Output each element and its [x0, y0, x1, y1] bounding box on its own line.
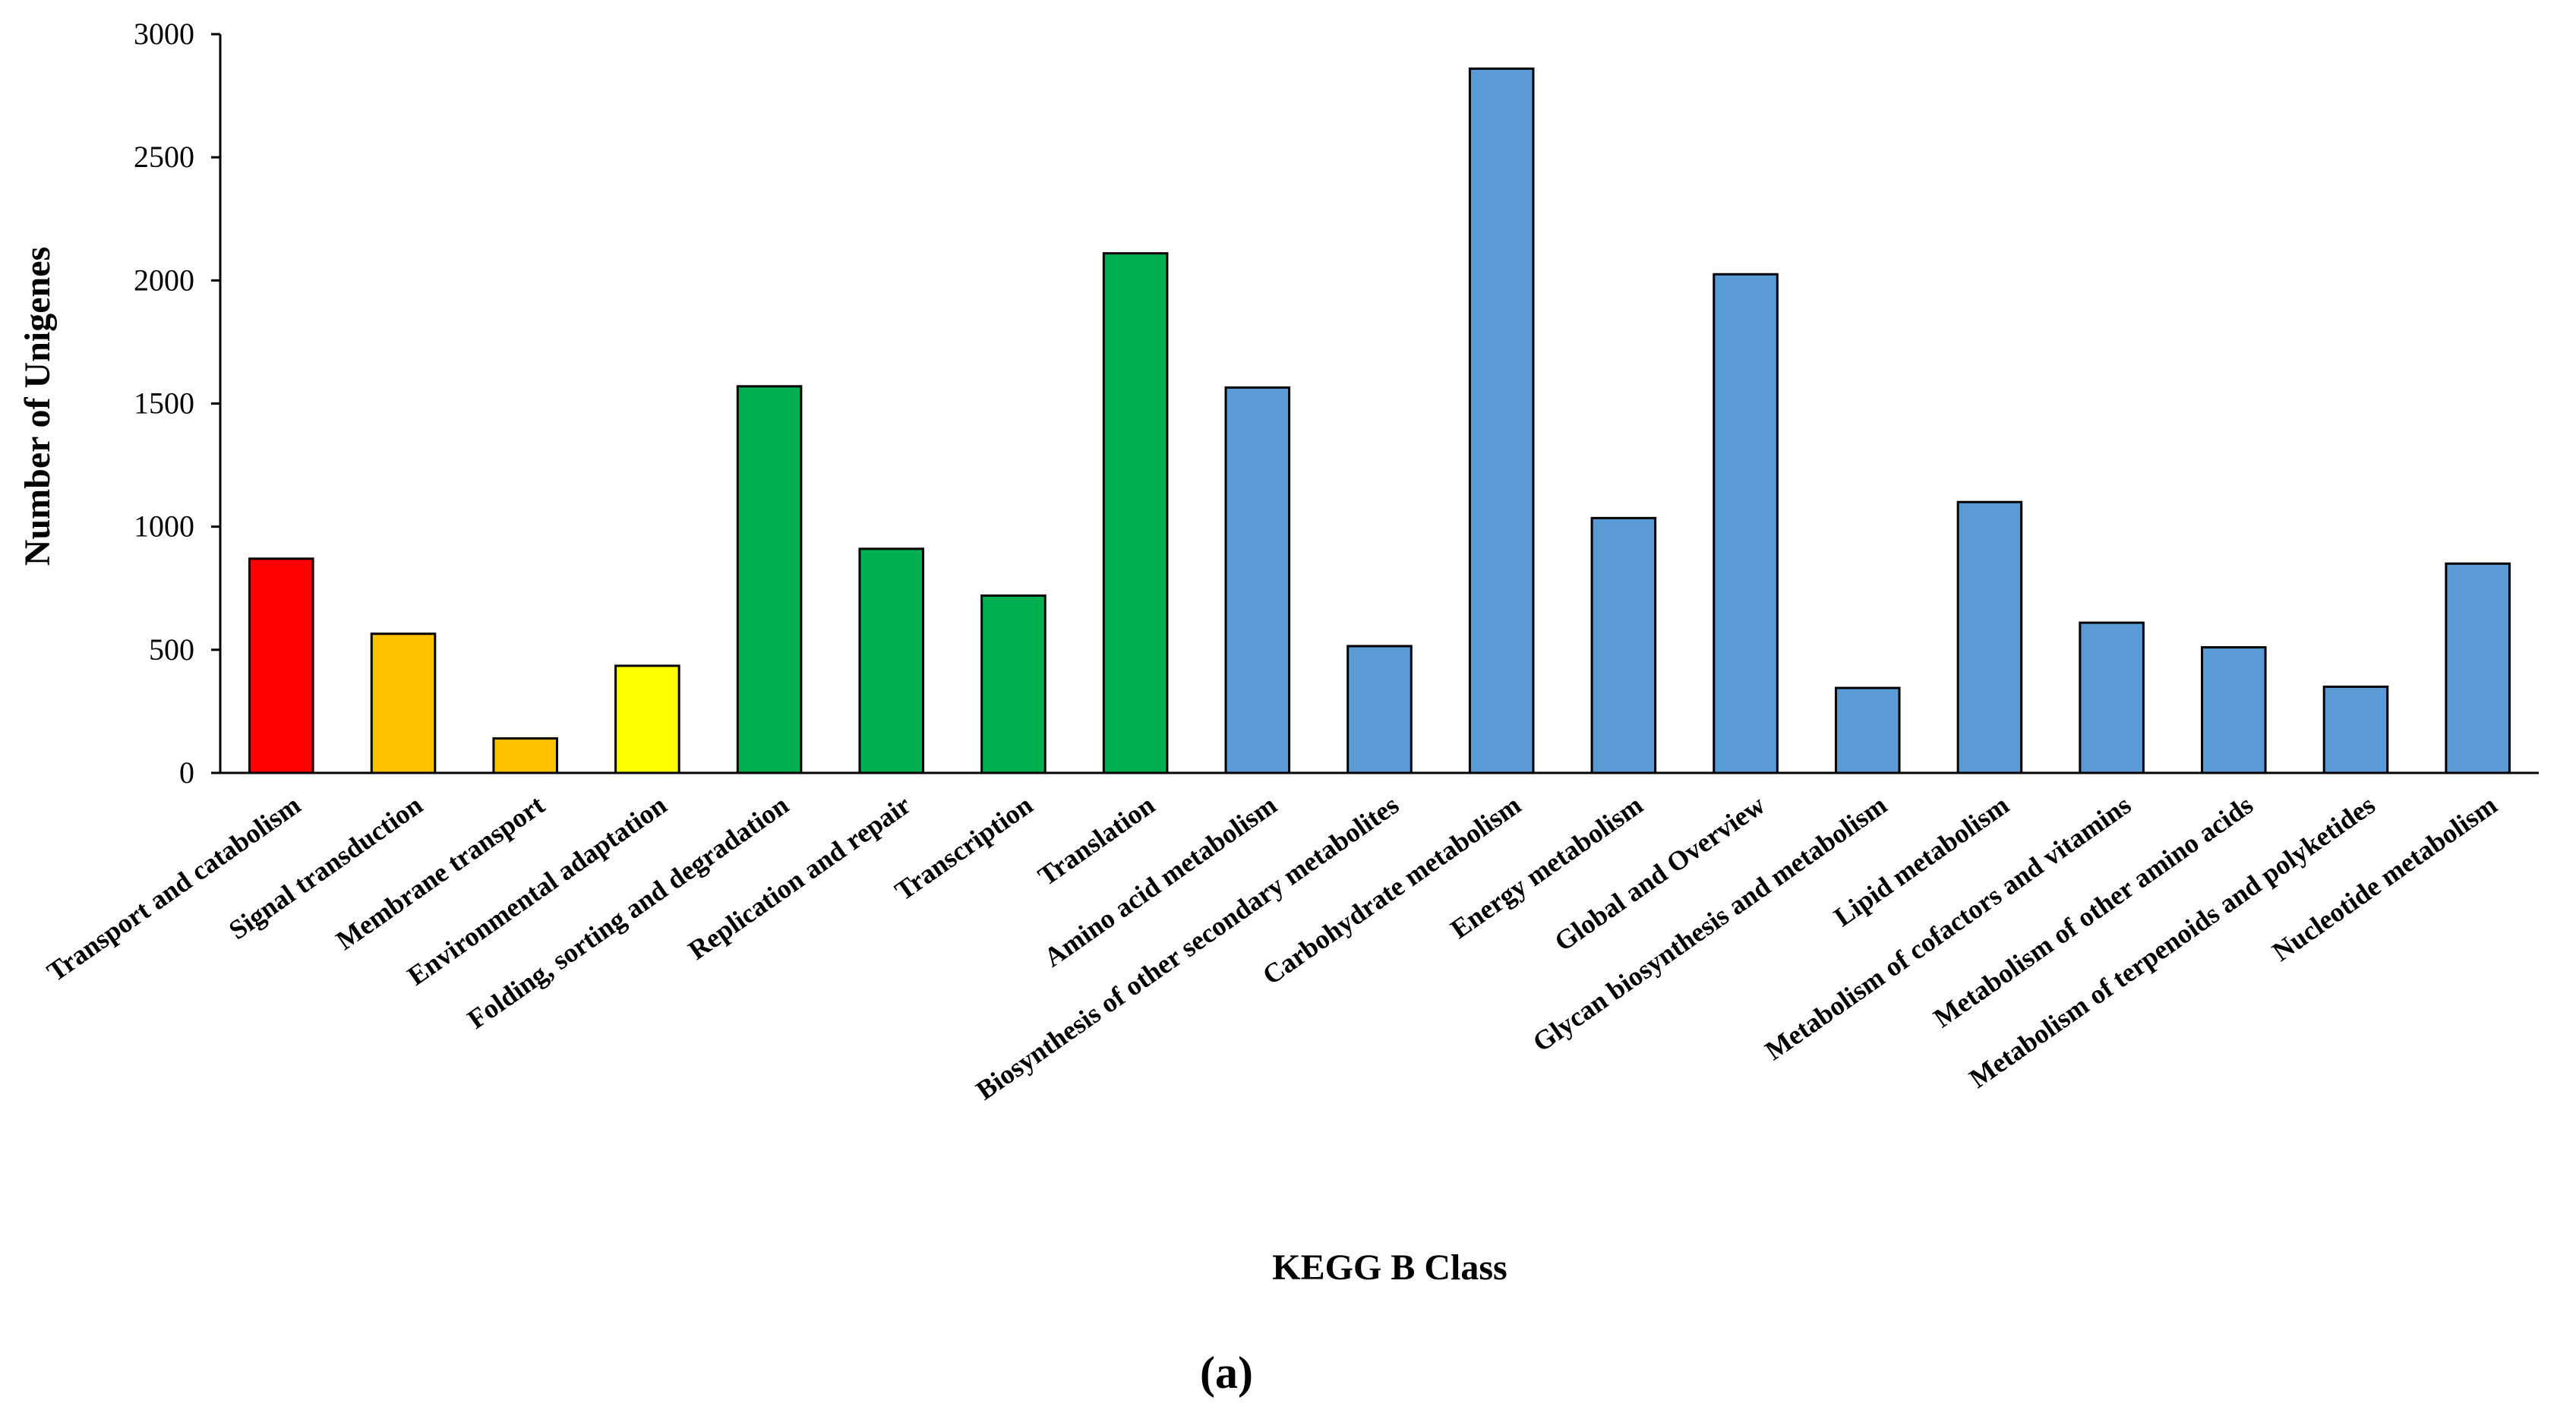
x-tick-label: Transport and catabolism: [41, 790, 305, 988]
bar: [370, 632, 437, 774]
x-tick-label: Biosynthesis of other secondary metaboli…: [971, 790, 1404, 1106]
bar: [614, 664, 680, 774]
x-axis-title: KEGG B Class: [1272, 1247, 1507, 1288]
bar: [1102, 252, 1169, 774]
y-tick-label: 0: [179, 755, 194, 790]
bar: [1468, 67, 1535, 774]
bar: [1590, 516, 1657, 774]
x-tick-label: Global and Overview: [1549, 790, 1771, 957]
bar: [1713, 273, 1779, 774]
y-axis-title: Number of Unigenes: [17, 247, 58, 566]
bar: [1834, 686, 1901, 774]
bar: [2445, 562, 2511, 774]
y-tick-label: 1000: [134, 509, 194, 544]
bar: [492, 737, 558, 774]
bar: [858, 547, 925, 774]
panel-label: (a): [1200, 1348, 1253, 1398]
bar: [2201, 646, 2267, 774]
x-tick-label: Transcription: [889, 790, 1038, 907]
bar: [1346, 645, 1413, 774]
x-tick-label: Membrane transport: [330, 790, 550, 956]
bar: [736, 385, 803, 774]
y-tick-label: 3000: [134, 17, 194, 51]
x-tick-label: Nucleotide metabolism: [2267, 790, 2502, 967]
bar: [1224, 386, 1291, 774]
y-axis-ticks: 0 500 1000 1500 2000 2500 3000: [134, 17, 220, 790]
y-tick-label: 500: [149, 632, 194, 667]
bar: [980, 594, 1046, 774]
x-tick-label: Amino acid metabolism: [1038, 790, 1282, 973]
x-tick-label: Replication and repair: [683, 790, 916, 966]
bar: [2322, 685, 2389, 774]
y-tick-label: 2500: [134, 140, 194, 174]
y-tick-label: 1500: [134, 386, 194, 421]
bar: [1956, 500, 2023, 774]
bar: [248, 557, 314, 774]
y-tick-label: 2000: [134, 263, 194, 297]
bar: [2079, 621, 2145, 774]
bars: [248, 67, 2511, 774]
